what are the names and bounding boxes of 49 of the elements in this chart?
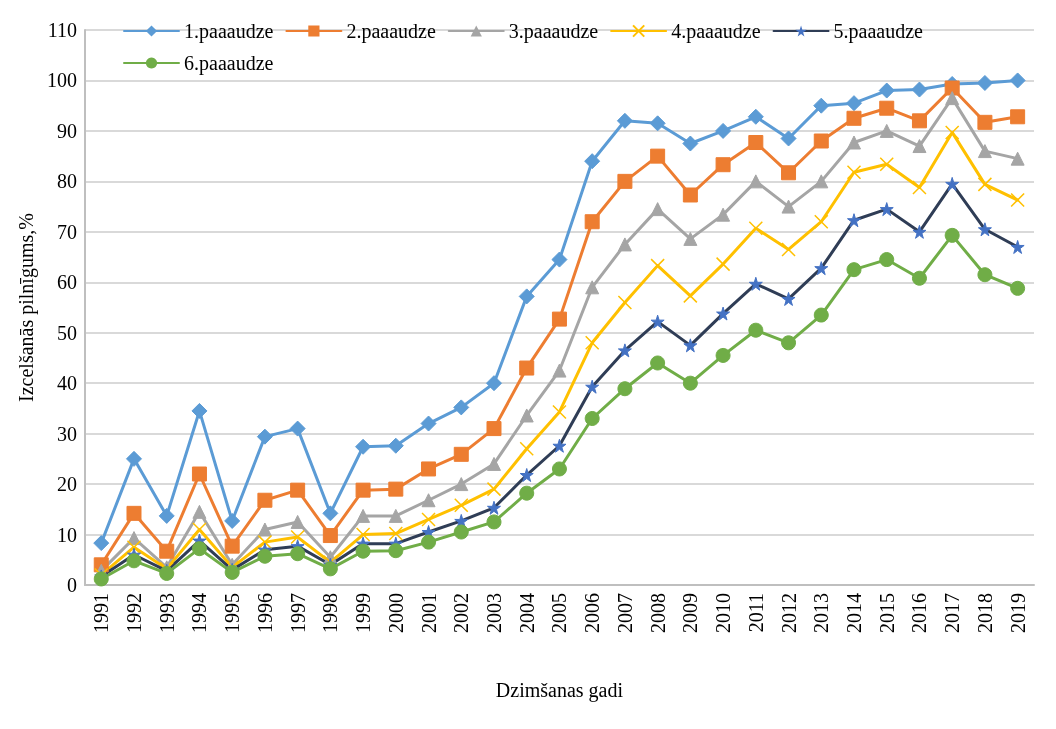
- y-tick-label: 50: [56, 321, 77, 344]
- x-tick-label: 1999: [352, 593, 375, 633]
- x-tick-label: 2012: [777, 593, 800, 633]
- x-tick-label: 1992: [122, 593, 145, 633]
- x-tick-label: 2016: [908, 593, 931, 633]
- y-tick-label: 110: [47, 19, 77, 41]
- y-tick-label: 20: [56, 473, 77, 496]
- legend-label: 3.paaaudze: [508, 20, 599, 43]
- x-tick-label: 2005: [548, 593, 571, 633]
- x-tick-label: 2011: [744, 593, 767, 633]
- x-axis-title: Dzimšanas gadi: [495, 679, 624, 702]
- y-tick-label: 40: [56, 372, 77, 395]
- x-tick-label: 2004: [515, 593, 538, 633]
- y-tick-label: 10: [56, 523, 77, 546]
- x-tick-label: 1996: [253, 593, 276, 633]
- x-tick-label: 2008: [646, 593, 669, 633]
- x-tick-label: 2019: [1006, 593, 1029, 633]
- x-tick-label: 2010: [712, 593, 735, 633]
- legend-label: 6.paaaudze: [184, 52, 274, 75]
- x-tick-label: 2002: [450, 593, 473, 633]
- x-tick-label: 1991: [90, 593, 113, 633]
- x-tick-label: 1997: [286, 593, 309, 633]
- x-tick-label: 2017: [941, 593, 964, 633]
- y-tick-label: 30: [56, 422, 77, 445]
- x-tick-label: 2007: [613, 593, 636, 633]
- x-tick-label: 1993: [155, 593, 178, 633]
- legend-label: 5.paaaudze: [833, 20, 924, 43]
- y-tick-label: 70: [56, 220, 77, 243]
- legend-label: 2.paaaudze: [346, 20, 436, 43]
- x-tick-label: 2001: [417, 593, 440, 633]
- y-axis-title: Izcelšanās pilnīgums,%: [15, 213, 38, 402]
- legend-label: 1.paaaudze: [184, 20, 274, 43]
- x-tick-label: 2015: [875, 593, 898, 633]
- y-tick-label: 0: [66, 574, 77, 596]
- y-tick-label: 80: [56, 170, 77, 193]
- x-tick-label: 1995: [221, 593, 244, 633]
- y-tick-label: 60: [56, 271, 77, 294]
- x-tick-label: 2018: [973, 593, 996, 633]
- x-tick-label: 2013: [810, 593, 833, 633]
- y-tick-label: 100: [46, 69, 77, 92]
- x-tick-label: 2009: [679, 593, 702, 633]
- legend-label: 4.paaaudze: [671, 20, 761, 43]
- x-tick-label: 2006: [581, 593, 604, 633]
- x-tick-label: 1998: [319, 593, 342, 633]
- x-tick-label: 2000: [384, 593, 407, 633]
- x-tick-label: 1994: [188, 593, 211, 633]
- y-tick-label: 90: [56, 119, 77, 142]
- x-tick-label: 2014: [843, 593, 865, 633]
- x-tick-label: 2003: [482, 593, 505, 633]
